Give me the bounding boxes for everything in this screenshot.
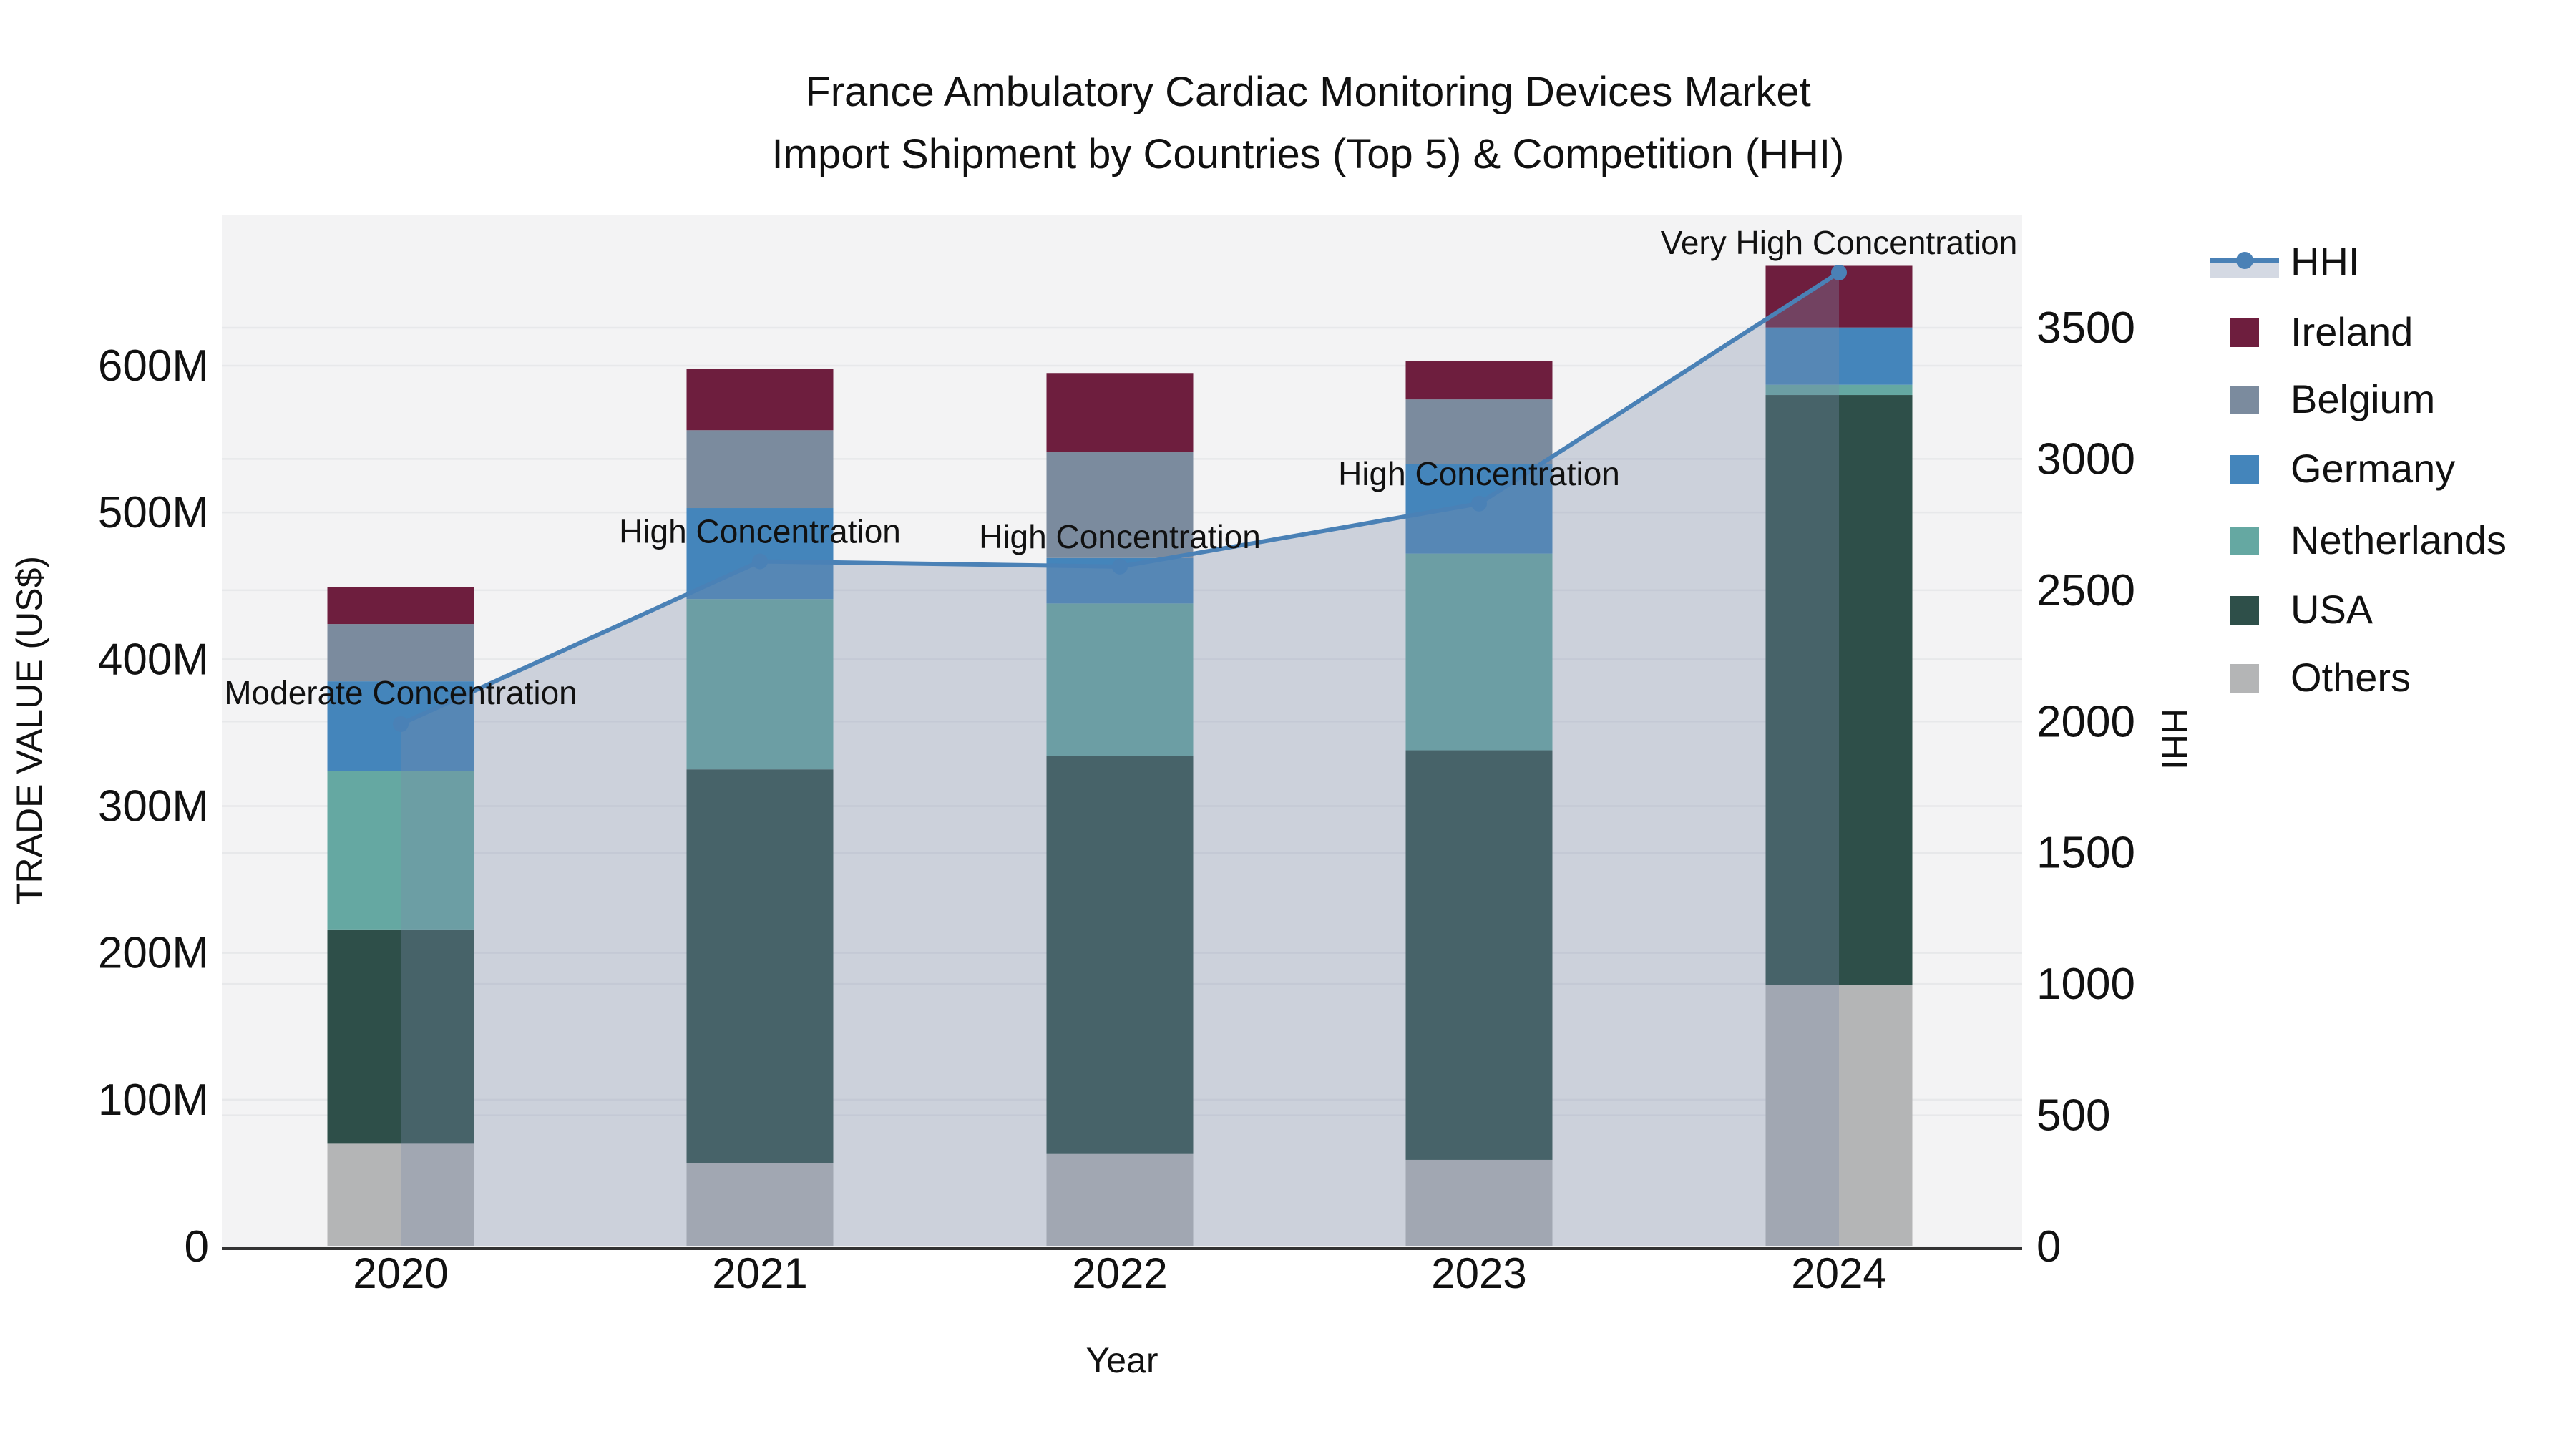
hhi-marker-2022[interactable] bbox=[1112, 558, 1128, 575]
legend-item-germany[interactable]: Germany bbox=[2230, 446, 2455, 491]
hhi-marker-2023[interactable] bbox=[1471, 495, 1487, 512]
ytick-left-400M: 400M bbox=[98, 635, 209, 684]
chart-title-line2: Import Shipment by Countries (Top 5) & C… bbox=[772, 131, 1845, 177]
legend-label-germany: Germany bbox=[2290, 446, 2455, 491]
annotation-1: High Concentration bbox=[619, 513, 901, 550]
bar-segment-netherlands-2023[interactable] bbox=[1405, 553, 1553, 751]
ytick-right-2500: 2500 bbox=[2036, 566, 2135, 615]
ytick-left-500M: 500M bbox=[98, 488, 209, 537]
bar-segment-others-2021[interactable] bbox=[686, 1163, 834, 1246]
legend-swatch-ireland bbox=[2230, 318, 2259, 347]
legend-swatch-netherlands bbox=[2230, 527, 2259, 555]
legend-label-ireland: Ireland bbox=[2290, 309, 2413, 354]
annotation-3: High Concentration bbox=[1338, 455, 1620, 492]
legend: HHI Ireland Belgium Germany Netherlands USA Ot… bbox=[2210, 239, 2507, 700]
bar-segment-ireland-2023[interactable] bbox=[1405, 361, 1553, 400]
legend-item-others[interactable]: Others bbox=[2230, 655, 2411, 700]
ytick-left-200M: 200M bbox=[98, 929, 209, 978]
xtick-2020: 2020 bbox=[353, 1249, 448, 1297]
xtick-2022: 2022 bbox=[1072, 1249, 1167, 1297]
bar-segment-netherlands-2022[interactable] bbox=[1046, 603, 1194, 756]
ytick-right-3500: 3500 bbox=[2036, 303, 2135, 353]
ytick-left-100M: 100M bbox=[98, 1075, 209, 1125]
bar-segment-others-2020[interactable] bbox=[327, 1143, 474, 1246]
hhi-area-fill bbox=[401, 272, 1839, 1247]
xtick-2021: 2021 bbox=[712, 1249, 807, 1297]
annotation-0: Moderate Concentration bbox=[224, 674, 577, 711]
ytick-right-500: 500 bbox=[2036, 1091, 2110, 1141]
xtick-2024: 2024 bbox=[1791, 1249, 1886, 1297]
legend-label-hhi: HHI bbox=[2290, 239, 2359, 284]
annotation-4: Very High Concentration bbox=[1661, 224, 2018, 261]
bar-segment-usa-2021[interactable] bbox=[686, 769, 834, 1163]
hhi-marker-2024[interactable] bbox=[1831, 264, 1847, 280]
legend-item-hhi[interactable]: HHI bbox=[2210, 239, 2359, 284]
bar-segment-ireland-2022[interactable] bbox=[1046, 373, 1194, 453]
annotation-2: High Concentration bbox=[979, 518, 1261, 555]
hhi-marker-2020[interactable] bbox=[393, 716, 409, 732]
x-axis-title: Year bbox=[1085, 1340, 1158, 1380]
bar-segment-ireland-2021[interactable] bbox=[686, 369, 834, 431]
xtick-2023: 2023 bbox=[1431, 1249, 1526, 1297]
bar-segment-germany-2024[interactable] bbox=[1765, 327, 1913, 385]
bar-segment-netherlands-2021[interactable] bbox=[686, 599, 834, 770]
legend-item-netherlands[interactable]: Netherlands bbox=[2230, 517, 2507, 562]
bar-segment-usa-2022[interactable] bbox=[1046, 756, 1194, 1154]
legend-item-belgium[interactable]: Belgium bbox=[2230, 376, 2435, 421]
bar-segment-belgium-2023[interactable] bbox=[1405, 399, 1553, 464]
bar-segment-others-2024[interactable] bbox=[1765, 985, 1913, 1246]
chart-title-line1: France Ambulatory Cardiac Monitoring Dev… bbox=[805, 69, 1810, 115]
bar-segment-ireland-2020[interactable] bbox=[327, 587, 474, 625]
legend-swatch-germany bbox=[2230, 455, 2259, 484]
ytick-left-600M: 600M bbox=[98, 341, 209, 391]
bar-segment-belgium-2020[interactable] bbox=[327, 624, 474, 682]
ytick-right-0: 0 bbox=[2036, 1222, 2061, 1272]
legend-label-others: Others bbox=[2290, 655, 2411, 700]
y-axis-title-left: TRADE VALUE (US$) bbox=[9, 556, 49, 905]
bar-segment-others-2022[interactable] bbox=[1046, 1153, 1194, 1246]
legend-label-netherlands: Netherlands bbox=[2290, 517, 2507, 562]
legend-label-belgium: Belgium bbox=[2290, 376, 2435, 421]
ytick-left-0: 0 bbox=[185, 1222, 209, 1272]
ytick-right-2000: 2000 bbox=[2036, 697, 2135, 746]
legend-item-usa[interactable]: USA bbox=[2230, 587, 2373, 632]
bar-segment-netherlands-2020[interactable] bbox=[327, 771, 474, 930]
bar-segment-usa-2020[interactable] bbox=[327, 929, 474, 1144]
legend-swatch-others bbox=[2230, 664, 2259, 693]
bar-segment-others-2023[interactable] bbox=[1405, 1159, 1553, 1246]
legend-hhi-marker-icon bbox=[2236, 252, 2253, 269]
bar-segment-belgium-2022[interactable] bbox=[1046, 452, 1194, 558]
bar-segment-netherlands-2024[interactable] bbox=[1765, 384, 1913, 396]
ytick-right-1500: 1500 bbox=[2036, 829, 2135, 878]
ytick-right-3000: 3000 bbox=[2036, 434, 2135, 484]
legend-label-usa: USA bbox=[2290, 587, 2373, 632]
bar-segment-usa-2023[interactable] bbox=[1405, 750, 1553, 1160]
hhi-marker-2021[interactable] bbox=[752, 553, 768, 570]
bar-segment-usa-2024[interactable] bbox=[1765, 395, 1913, 985]
legend-item-ireland[interactable]: Ireland bbox=[2230, 309, 2413, 354]
y-axis-title-right: HHI bbox=[2155, 708, 2195, 770]
legend-swatch-belgium bbox=[2230, 386, 2259, 414]
bar-segment-belgium-2021[interactable] bbox=[686, 430, 834, 509]
legend-swatch-usa bbox=[2230, 596, 2259, 625]
ytick-right-1000: 1000 bbox=[2036, 960, 2135, 1009]
ytick-left-300M: 300M bbox=[98, 782, 209, 831]
plot-layer: 0 100M 200M 300M 400M 500M 600M 0 500 1000 1500 200… bbox=[98, 215, 2135, 1297]
